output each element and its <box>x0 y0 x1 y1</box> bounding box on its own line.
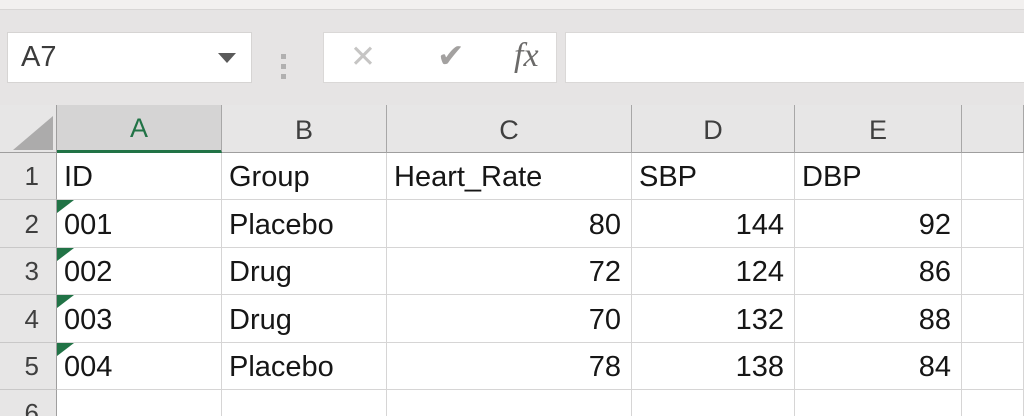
error-indicator-triangle-icon <box>57 343 74 356</box>
cell-E2[interactable]: 92 <box>795 200 962 248</box>
error-indicator-triangle-icon <box>57 295 74 308</box>
cell-F4[interactable] <box>962 295 1024 343</box>
cell-C6[interactable] <box>387 390 632 416</box>
select-all-corner[interactable] <box>0 105 57 153</box>
cell-A6[interactable] <box>57 390 222 416</box>
row-header-2[interactable]: 2 <box>0 200 57 248</box>
formula-bar-row: A7 ✕ ✔ fx <box>0 10 1024 105</box>
cell-A4-value: 003 <box>64 304 113 336</box>
ribbon-bottom-edge <box>0 0 1024 10</box>
column-header-C[interactable]: C <box>387 105 632 153</box>
cell-B1[interactable]: Group <box>222 153 387 200</box>
cell-A5[interactable]: 004 <box>57 343 222 390</box>
cell-E4[interactable]: 88 <box>795 295 962 343</box>
chevron-down-icon[interactable] <box>218 52 236 63</box>
spreadsheet-grid: A B C D E 1 ID Group Heart_Rate SBP DBP … <box>0 105 1024 416</box>
cell-A3[interactable]: 002 <box>57 248 222 295</box>
column-header-E[interactable]: E <box>795 105 962 153</box>
cell-F2[interactable] <box>962 200 1024 248</box>
row-header-4[interactable]: 4 <box>0 295 57 343</box>
column-header-D[interactable]: D <box>632 105 795 153</box>
cell-F3[interactable] <box>962 248 1024 295</box>
name-box[interactable]: A7 <box>7 32 252 83</box>
cell-D5[interactable]: 138 <box>632 343 795 390</box>
select-all-triangle-icon <box>13 116 53 150</box>
cell-D4[interactable]: 132 <box>632 295 795 343</box>
enter-check-icon[interactable]: ✔ <box>437 37 465 74</box>
cell-A3-value: 002 <box>64 256 113 288</box>
cell-E5[interactable]: 84 <box>795 343 962 390</box>
error-indicator-triangle-icon <box>57 248 74 261</box>
cell-D2[interactable]: 144 <box>632 200 795 248</box>
cell-B4[interactable]: Drug <box>222 295 387 343</box>
cancel-icon[interactable]: ✕ <box>350 39 376 74</box>
name-box-value[interactable]: A7 <box>21 41 57 73</box>
row-header-3[interactable]: 3 <box>0 248 57 295</box>
formula-bar-grip-icon[interactable] <box>281 54 287 84</box>
cell-E3[interactable]: 86 <box>795 248 962 295</box>
cell-C2[interactable]: 80 <box>387 200 632 248</box>
cell-D1[interactable]: SBP <box>632 153 795 200</box>
cell-B5[interactable]: Placebo <box>222 343 387 390</box>
cell-A2[interactable]: 001 <box>57 200 222 248</box>
cell-A1[interactable]: ID <box>57 153 222 200</box>
cell-A5-value: 004 <box>64 351 113 383</box>
cell-B2[interactable]: Placebo <box>222 200 387 248</box>
cell-B6[interactable] <box>222 390 387 416</box>
cell-C3[interactable]: 72 <box>387 248 632 295</box>
cell-D3[interactable]: 124 <box>632 248 795 295</box>
cell-F5[interactable] <box>962 343 1024 390</box>
column-header-F[interactable] <box>962 105 1024 153</box>
cell-A2-value: 001 <box>64 209 113 241</box>
row-header-5[interactable]: 5 <box>0 343 57 390</box>
cell-F6[interactable] <box>962 390 1024 416</box>
cell-C4[interactable]: 70 <box>387 295 632 343</box>
row-header-6[interactable]: 6 <box>0 390 57 416</box>
cell-C5[interactable]: 78 <box>387 343 632 390</box>
cell-F1[interactable] <box>962 153 1024 200</box>
cell-D6[interactable] <box>632 390 795 416</box>
column-header-B[interactable]: B <box>222 105 387 153</box>
insert-function-icon[interactable]: fx <box>514 37 539 74</box>
formula-toolbar: ✕ ✔ fx <box>323 32 557 83</box>
error-indicator-triangle-icon <box>57 200 74 213</box>
cell-A4[interactable]: 003 <box>57 295 222 343</box>
cell-C1[interactable]: Heart_Rate <box>387 153 632 200</box>
cell-E6[interactable] <box>795 390 962 416</box>
row-header-1[interactable]: 1 <box>0 153 57 200</box>
cell-B3[interactable]: Drug <box>222 248 387 295</box>
column-header-A[interactable]: A <box>57 105 222 153</box>
cell-E1[interactable]: DBP <box>795 153 962 200</box>
formula-bar-input[interactable] <box>565 32 1024 83</box>
